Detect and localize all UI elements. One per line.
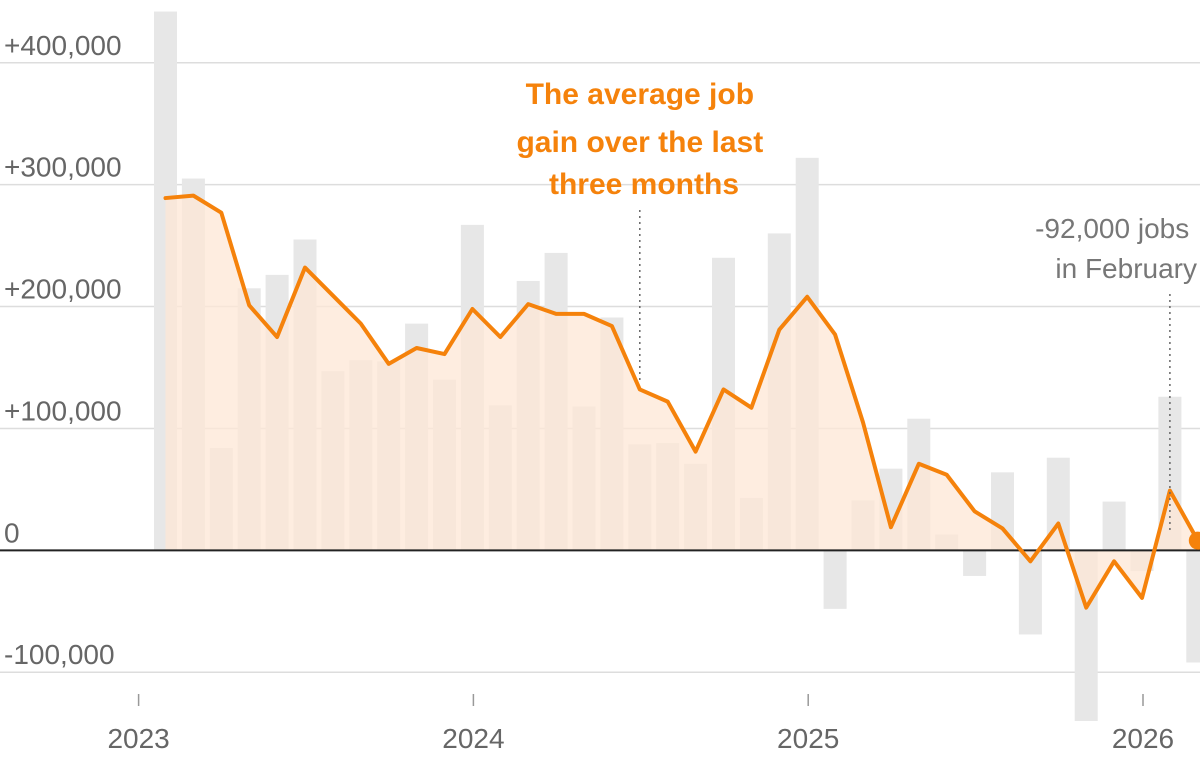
average-line xyxy=(163,193,1200,610)
average-annotation-line-1: The average job xyxy=(526,78,754,111)
y-tick-label: 0 xyxy=(4,517,20,548)
average-area xyxy=(165,195,1198,608)
average-annotation: The average job gain over the last three… xyxy=(516,78,771,201)
monthly-bar xyxy=(823,550,847,609)
x-tick-label: 2026 xyxy=(1112,723,1174,754)
x-axis-tick-labels: 2023 2024 2025 2026 xyxy=(107,694,1174,754)
monthly-bar xyxy=(963,550,987,576)
average-annotation-line-2: gain over the last xyxy=(516,126,763,159)
monthly-bar xyxy=(1018,550,1042,635)
x-tick-label: 2024 xyxy=(442,723,504,754)
average-line-end-dot xyxy=(1188,531,1200,550)
y-tick-label: +400,000 xyxy=(4,30,122,61)
february-annotation: -92,000 jobs in February xyxy=(1035,213,1197,284)
y-tick-label: +100,000 xyxy=(4,395,122,426)
x-tick-label: 2023 xyxy=(107,723,169,754)
february-annotation-line-2: in February xyxy=(1055,253,1197,284)
monthly-bar xyxy=(1186,550,1200,663)
average-line-path xyxy=(163,193,1200,610)
y-axis-tick-labels: +400,000 +300,000 +200,000 +100,000 0 -100,00… xyxy=(4,30,122,670)
monthly-bar xyxy=(1102,501,1126,551)
monthly-bar xyxy=(1046,457,1070,551)
y-tick-label: +300,000 xyxy=(4,152,122,183)
y-tick-label: +200,000 xyxy=(4,274,122,305)
february-annotation-line-1: -92,000 jobs xyxy=(1035,213,1189,244)
annotations: The average job gain over the last three… xyxy=(516,78,1197,531)
y-tick-label: -100,000 xyxy=(4,639,115,670)
average-annotation-line-3: three months xyxy=(549,168,739,201)
average-area-fill xyxy=(165,195,1198,608)
x-tick-label: 2025 xyxy=(777,723,839,754)
